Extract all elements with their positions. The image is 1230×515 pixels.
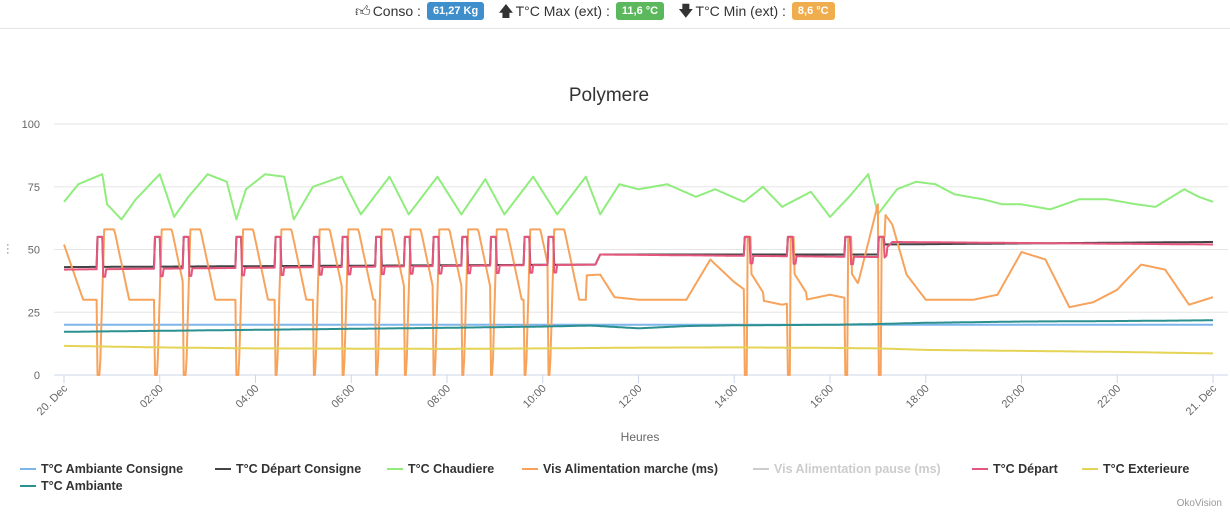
legend-swatch xyxy=(215,468,231,470)
legend-item-t-c-chaudiere[interactable]: T°C Chaudiere xyxy=(387,462,494,476)
tmax-stat: 🡅 T°C Max (ext) : 11,6 °C xyxy=(498,2,665,20)
x-tick-label: 21. Dec xyxy=(1184,382,1220,418)
legend-item-t-c-d-part[interactable]: T°C Départ xyxy=(972,462,1058,476)
arrow-up-icon: 🡅 xyxy=(498,2,514,20)
x-axis-title: Heures xyxy=(621,430,660,444)
tmin-label: T°C Min (ext) : xyxy=(695,3,786,19)
legend-item-vis-alimentation-marche-ms[interactable]: Vis Alimentation marche (ms) xyxy=(522,462,718,476)
x-tick-label: 22:00 xyxy=(1095,383,1123,411)
legend-swatch xyxy=(20,485,36,487)
y-tick-label: 25 xyxy=(28,307,40,319)
legend-item-t-c-ambiante-consigne[interactable]: T°C Ambiante Consigne xyxy=(20,462,183,476)
series-line-t-c-chaudiere xyxy=(63,173,1214,221)
tmin-stat: 🡇 T°C Min (ext) : 8,6 °C xyxy=(678,2,835,20)
stats-row: 👍︎ Conso : 61,27 Kg 🡅 T°C Max (ext) : 11… xyxy=(355,2,849,20)
chart-area: Polymere 0 25 50 75 100 20. Dec 02:00 04:00 06:00… xyxy=(22,85,1228,444)
legend-item-t-c-exterieure[interactable]: T°C Exterieure xyxy=(1082,462,1189,476)
x-tick-label: 10:00 xyxy=(521,383,549,411)
legend-item-t-c-ambiante[interactable]: T°C Ambiante xyxy=(20,479,123,493)
legend-label: Vis Alimentation pause (ms) xyxy=(774,462,941,476)
conso-badge: 61,27 Kg xyxy=(426,2,485,20)
legend-swatch xyxy=(972,468,988,470)
x-tick-label: 06:00 xyxy=(329,383,357,411)
legend-label: T°C Ambiante xyxy=(41,479,123,493)
x-tick-label: 20:00 xyxy=(1000,383,1028,411)
x-tick-label: 02:00 xyxy=(138,383,166,411)
tmax-badge: 11,6 °C xyxy=(615,2,665,20)
x-tick-label: 18:00 xyxy=(904,383,932,411)
legend-label: Vis Alimentation marche (ms) xyxy=(543,462,719,476)
legend-swatch xyxy=(20,468,36,470)
stats-bar: 👍︎ Conso : 61,27 Kg 🡅 T°C Max (ext) : 11… xyxy=(0,0,1230,29)
tmax-label: T°C Max (ext) : xyxy=(515,3,610,19)
y-tick-label: 75 xyxy=(28,182,40,194)
legend-item-t-c-d-part-consigne[interactable]: T°C Départ Consigne xyxy=(215,462,361,476)
series-line-vis-alimentation-marche-ms xyxy=(63,203,1214,376)
legend-swatch xyxy=(522,468,538,470)
y-tick-label: 0 xyxy=(34,370,40,382)
series-line-t-c-d-part xyxy=(64,235,1213,278)
series-line-t-c-exterieure xyxy=(64,344,1213,355)
tmin-badge: 8,6 °C xyxy=(791,2,835,20)
x-tick-label: 20. Dec xyxy=(35,382,71,418)
legend-label: T°C Départ Consigne xyxy=(236,462,362,476)
chart-title: Polymere xyxy=(569,85,649,106)
x-tick-label: 16:00 xyxy=(808,383,836,411)
chart-menu-icon[interactable]: · · · xyxy=(6,239,10,259)
legend-label: T°C Chaudiere xyxy=(408,462,495,476)
legend-label: T°C Départ xyxy=(993,462,1058,476)
x-tick-label: 12:00 xyxy=(617,383,645,411)
x-tick-label: 08:00 xyxy=(425,383,453,411)
conso-label: Conso : xyxy=(372,3,421,19)
arrow-down-icon: 🡇 xyxy=(678,2,694,20)
y-tick-label: 100 xyxy=(22,119,40,131)
x-tick-label: 14:00 xyxy=(712,383,740,411)
legend-label: T°C Exterieure xyxy=(1103,462,1190,476)
legend-label: T°C Ambiante Consigne xyxy=(41,462,184,476)
legend-swatch xyxy=(387,468,403,470)
x-tick-label: 04:00 xyxy=(234,383,262,411)
series-line-t-c-ambiante xyxy=(64,319,1213,333)
conso-stat: 👍︎ Conso : 61,27 Kg xyxy=(355,2,485,20)
legend-item-vis-alimentation-pause-ms[interactable]: Vis Alimentation pause (ms) xyxy=(753,462,941,476)
thumbs-up-icon: 👍︎ xyxy=(355,2,371,20)
chart-credits: OkoVision xyxy=(1176,498,1222,509)
y-tick-label: 50 xyxy=(28,245,40,257)
legend-swatch xyxy=(753,468,769,470)
legend-swatch xyxy=(1082,468,1098,470)
